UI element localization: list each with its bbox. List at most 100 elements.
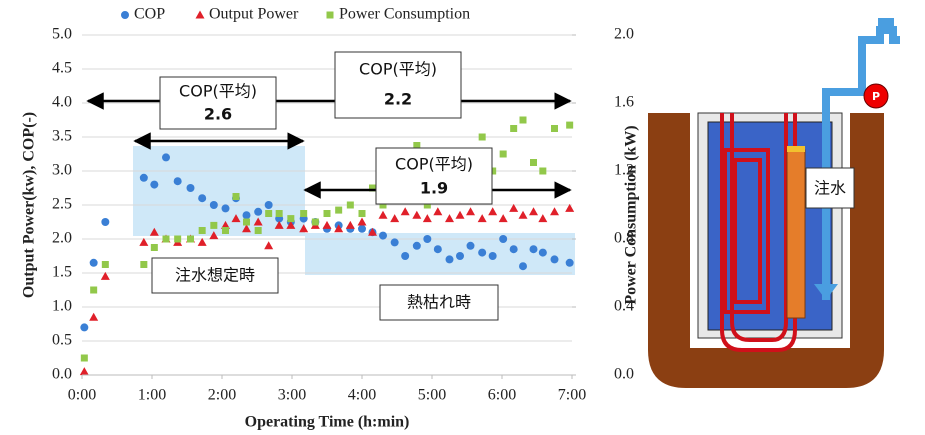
point (162, 153, 170, 161)
point (151, 244, 158, 251)
x-tick-label: 1:00 (138, 387, 166, 404)
point (379, 232, 387, 240)
point (413, 242, 421, 250)
point (456, 252, 464, 260)
point (456, 211, 465, 219)
point (538, 214, 547, 222)
point (80, 323, 88, 331)
point (423, 214, 432, 222)
point (466, 207, 475, 215)
point (423, 235, 431, 243)
y-axis-title: Output Power(kw), COP(-) (21, 112, 38, 298)
point (445, 214, 454, 222)
point (222, 204, 230, 212)
point (499, 214, 508, 222)
y2-axis-title: Power Consumption (kW) (623, 125, 640, 304)
point (433, 207, 442, 215)
point (163, 236, 170, 243)
heat-exchanger (787, 150, 805, 318)
point (265, 201, 273, 209)
point (346, 221, 355, 229)
point (300, 210, 307, 217)
point (187, 184, 195, 192)
point (312, 219, 319, 226)
y-tick-label: 5.0 (52, 26, 72, 43)
point (90, 259, 98, 267)
heat-exchanger-top (787, 146, 805, 152)
point (89, 313, 98, 321)
annotation-label: COP(平均) (179, 82, 257, 101)
point (412, 211, 421, 219)
legend: COP Output Power Power Consumption (121, 6, 470, 23)
annotation-label: 熱枯れ時 (407, 293, 471, 312)
point (233, 193, 240, 200)
x-tick-label: 4:00 (348, 387, 376, 404)
point (243, 211, 251, 219)
legend-label: Power Consumption (339, 6, 470, 23)
y-tick-label: 2.0 (52, 230, 72, 247)
y-tick-label: 0.0 (52, 366, 72, 383)
point (401, 252, 409, 260)
point (478, 214, 487, 222)
y-tick-label: 2.5 (52, 196, 72, 213)
point (530, 245, 538, 253)
point (358, 218, 367, 226)
y-tick-label: 1.5 (52, 264, 72, 281)
point (81, 355, 88, 362)
point (174, 177, 182, 185)
point (499, 235, 507, 243)
y-tick-label: 3.5 (52, 128, 72, 145)
point (254, 208, 262, 216)
point (467, 242, 475, 250)
point (520, 117, 527, 124)
y2-tick-label: 2.0 (614, 26, 634, 43)
legend-label: Output Power (209, 6, 299, 23)
point (210, 201, 218, 209)
point (359, 210, 366, 217)
x-tick-label: 0:00 (68, 387, 96, 404)
y-tick-label: 0.5 (52, 332, 72, 349)
point (529, 207, 538, 215)
point (150, 181, 158, 189)
point (347, 202, 354, 209)
point (80, 367, 89, 375)
legend-marker (327, 12, 334, 19)
point (488, 207, 497, 215)
point (500, 151, 507, 158)
point (566, 122, 573, 129)
point (287, 215, 294, 222)
y-tick-label: 4.0 (52, 94, 72, 111)
point (446, 255, 454, 263)
point (243, 219, 250, 226)
annotation-label: 注水想定時 (175, 266, 255, 285)
point (539, 168, 546, 175)
y-tick-label: 1.0 (52, 298, 72, 315)
point (222, 227, 229, 234)
point (550, 207, 559, 215)
point (90, 287, 97, 294)
y2-tick-label: 1.6 (614, 94, 634, 111)
annotation-value: 1.9 (420, 179, 448, 198)
chart: COP(平均) 2.6 COP(平均) 2.2 COP(平均) 1.9 注水想定… (0, 0, 925, 435)
point (478, 249, 486, 257)
x-tick-label: 6:00 (488, 387, 516, 404)
point (210, 222, 217, 229)
annotation-label: COP(平均) (395, 155, 473, 174)
point (551, 125, 558, 132)
point (140, 174, 148, 182)
point (519, 211, 528, 219)
x-tick-label: 2:00 (208, 387, 236, 404)
point (198, 194, 206, 202)
point (479, 134, 486, 141)
point (335, 207, 342, 214)
point (434, 245, 442, 253)
legend-label: COP (134, 6, 165, 23)
point (358, 225, 366, 233)
well-diagram: P 注水 (648, 18, 900, 388)
point (519, 262, 527, 270)
legend-marker (121, 11, 129, 19)
point (255, 227, 262, 234)
annotation-value: 2.6 (204, 105, 232, 124)
point (530, 159, 537, 166)
point (323, 221, 332, 229)
